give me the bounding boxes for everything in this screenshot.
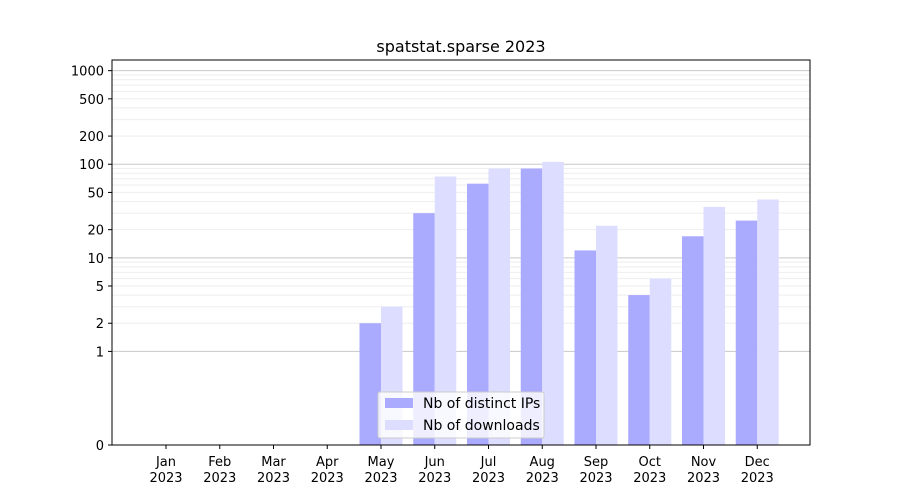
bar-downloads [703, 206, 725, 445]
y-tick-label: 100 [79, 158, 104, 173]
bar-distinct-ips [520, 168, 543, 445]
x-tick-label: Nov 2023 [687, 455, 720, 486]
bar-distinct-ips [628, 295, 650, 445]
bar-downloads [649, 278, 672, 445]
y-tick-label: 2 [96, 317, 104, 332]
x-tick-label: Feb 2023 [203, 455, 236, 486]
axis-layer: 0 1 2 5 10 20 50 100 200 500 1000 Jan 2023 Feb 2023 Mar… [71, 65, 774, 486]
bar-distinct-ips [574, 250, 596, 445]
legend: Nb of distinct IPs Nb of downloads [377, 391, 545, 439]
bar-distinct-ips [682, 236, 704, 445]
x-tick-label: Jun 2023 [418, 455, 451, 486]
bar-distinct-ips [735, 220, 758, 445]
y-tick-label: 20 [87, 224, 104, 239]
y-tick-label: 200 [79, 130, 104, 145]
y-tick-label: 10 [87, 252, 104, 267]
x-tick-label: Dec 2023 [741, 455, 774, 486]
legend-swatch-distinct-ips [385, 398, 413, 408]
bar-layer [359, 161, 779, 446]
x-tick-label: Oct 2023 [633, 455, 666, 486]
bar-distinct-ips [413, 213, 435, 445]
x-tick-label: Apr 2023 [311, 455, 344, 486]
chart-title: spatstat.sparse 2023 [376, 37, 545, 56]
legend-box [377, 391, 545, 439]
x-tick-label: May 2023 [364, 455, 397, 486]
x-tick-label: Aug 2023 [526, 455, 559, 486]
grid-layer [112, 70, 810, 352]
y-tick-label: 5 [96, 280, 104, 295]
x-tick-label: Mar 2023 [257, 455, 290, 486]
bar-distinct-ips [467, 183, 489, 445]
x-tick-label: Jan 2023 [149, 455, 182, 486]
plot-frame [111, 59, 811, 446]
bar-downloads [488, 168, 510, 445]
legend-swatch-downloads [385, 420, 413, 430]
x-tick-label: Sep 2023 [579, 455, 612, 486]
bar-downloads [542, 161, 564, 445]
y-tick-label: 0 [96, 439, 104, 454]
y-tick-label: 50 [87, 186, 104, 201]
bar-downloads [596, 225, 618, 445]
x-tick-label: Jul 2023 [472, 455, 505, 486]
y-tick-label: 1 [96, 345, 104, 360]
legend-label-distinct-ips: Nb of distinct IPs [423, 396, 540, 412]
legend-label-downloads: Nb of downloads [423, 418, 540, 434]
bar-downloads [434, 176, 457, 446]
bar-downloads [757, 199, 779, 445]
y-tick-label: 1000 [71, 65, 104, 80]
y-tick-label: 500 [79, 93, 104, 108]
bar-distinct-ips [359, 323, 381, 445]
